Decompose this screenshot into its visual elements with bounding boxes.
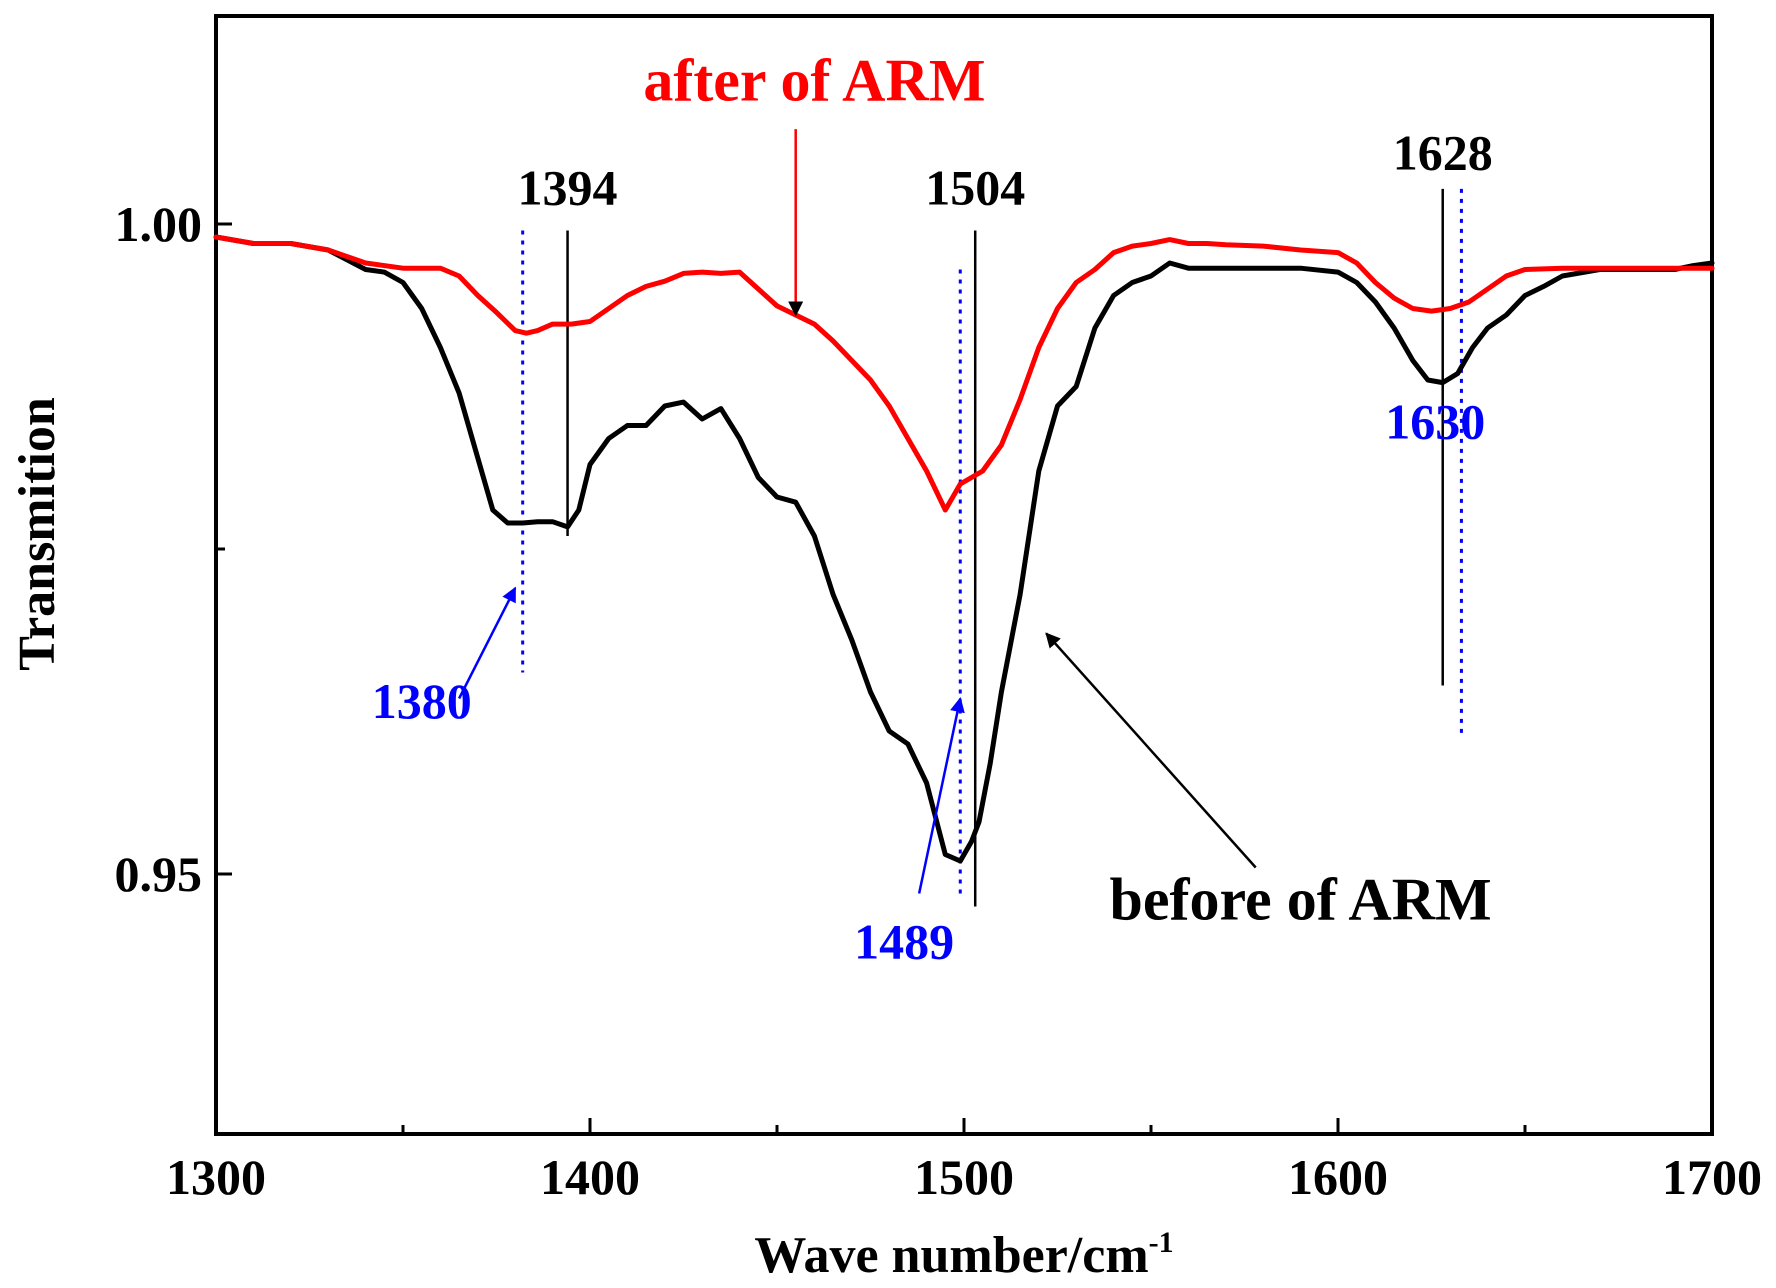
annotation-arrow-3 (917, 697, 965, 894)
spectrum-series (213, 234, 1715, 864)
peak-label-1380: 1380 (372, 673, 472, 729)
peak-label-1628: 1628 (1393, 124, 1493, 180)
x-tick-label: 1400 (540, 1149, 640, 1205)
x-tick-label: 1500 (914, 1149, 1014, 1205)
peak-label-1630: 1630 (1385, 394, 1485, 450)
peak-label-1489: 1489 (854, 914, 954, 970)
axis-tick-labels: 1300 1400 1500 1600 1700 1.00 0.95 (115, 196, 1763, 1205)
annotations: after of ARM before of ARM (457, 48, 1492, 933)
y-tick-label: 0.95 (115, 846, 203, 902)
annotation-before-of-arm: before of ARM (1110, 867, 1492, 933)
peak-label-1504: 1504 (925, 160, 1025, 216)
series-after-of-arm (213, 234, 1715, 513)
series-before-of-arm (213, 234, 1715, 864)
peak-labels: 1394 1504 1628 1380 1489 1630 (372, 124, 1493, 969)
axis-ticks (214, 222, 1714, 1134)
x-tick-label: 1600 (1288, 1149, 1388, 1205)
peak-markers (521, 188, 1463, 907)
x-axis-title: Wave number/cm-1 (754, 1226, 1173, 1284)
annotation-arrow-2 (457, 586, 517, 700)
y-tick-label: 1.00 (115, 196, 203, 252)
annotation-after-of-arm: after of ARM (643, 48, 985, 114)
x-tick-label: 1300 (166, 1149, 266, 1205)
y-axis-title: Transmition (9, 397, 66, 671)
x-tick-label: 1700 (1662, 1149, 1762, 1205)
annotation-arrow-1 (1045, 632, 1257, 869)
peak-label-1394: 1394 (518, 160, 618, 216)
